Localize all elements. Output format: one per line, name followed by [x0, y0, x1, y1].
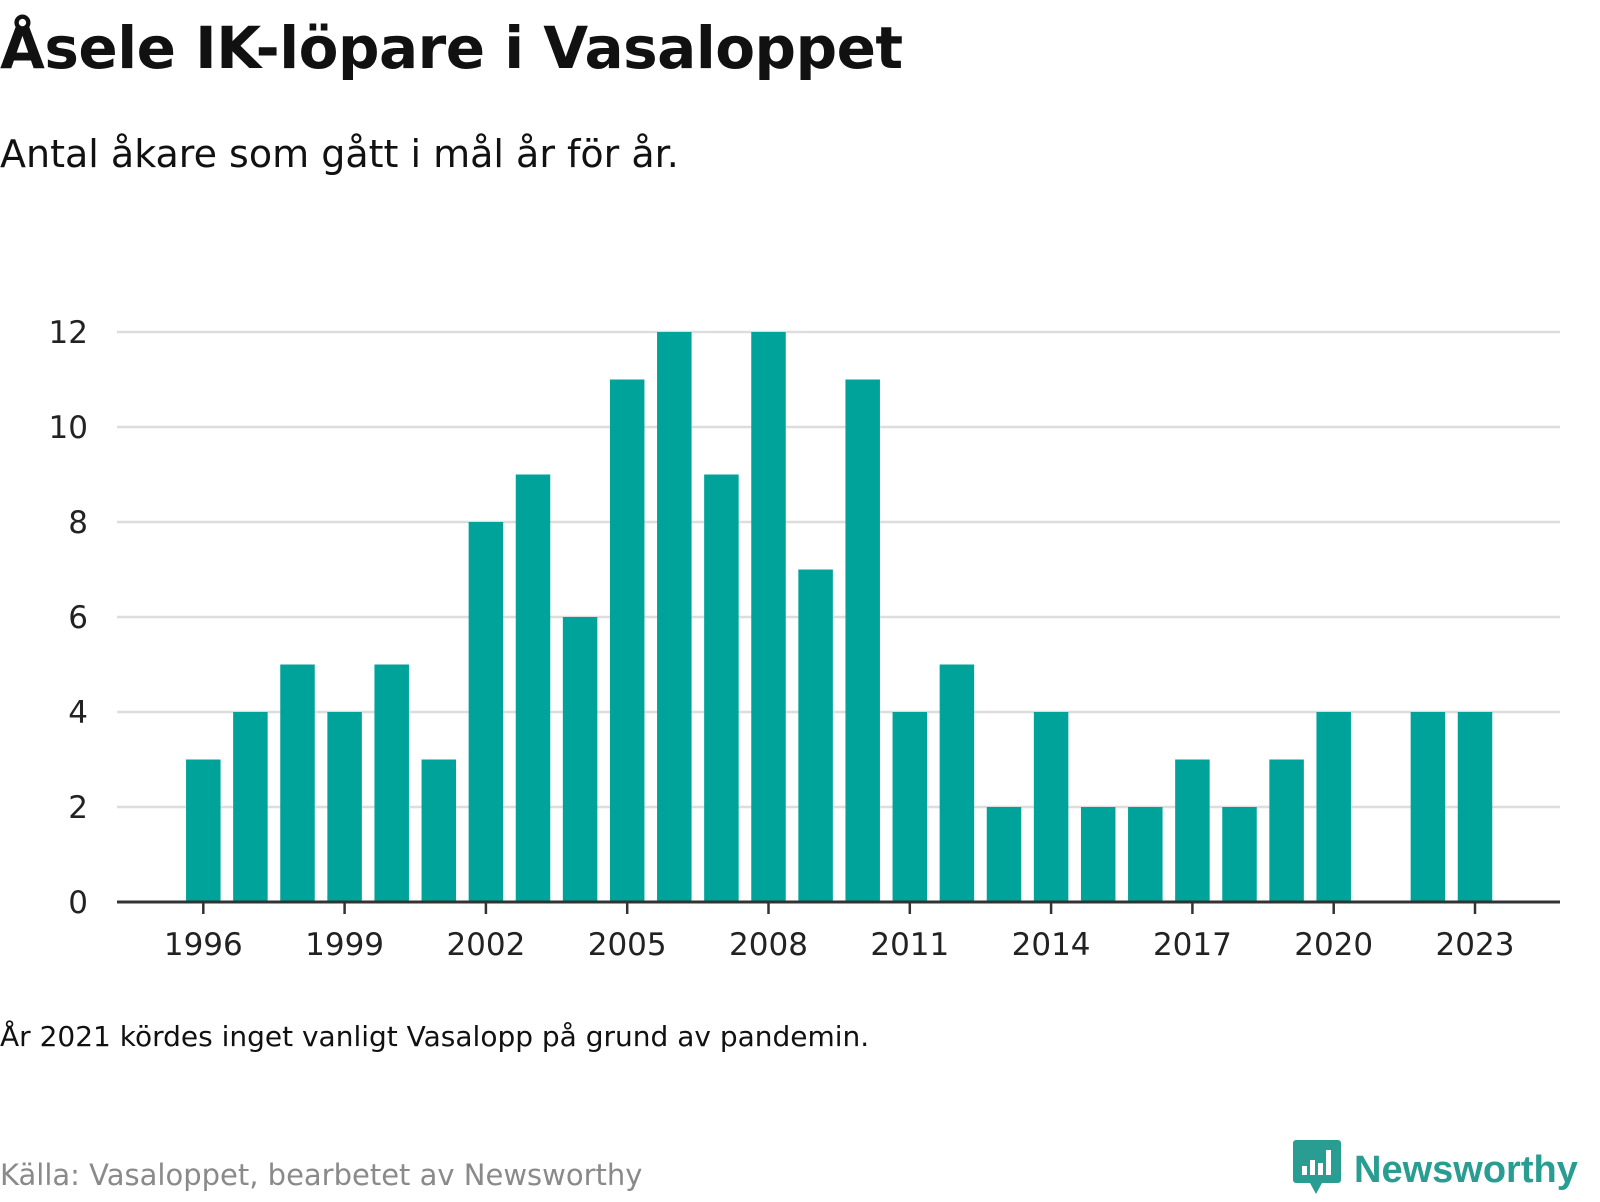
newsworthy-logo-icon — [1292, 1138, 1342, 1202]
bar-2000[interactable] — [374, 664, 409, 903]
bar-2010[interactable] — [845, 379, 880, 903]
brand-name: Newsworthy — [1354, 1148, 1578, 1191]
x-tick-label: 1999 — [305, 927, 384, 963]
bar-2014[interactable] — [1033, 712, 1069, 902]
bar-2005[interactable] — [609, 379, 645, 903]
axes — [117, 900, 1560, 914]
bar-2018[interactable] — [1222, 807, 1257, 902]
bar-chart: 0 2 4 6 8 10 12 1996 1999 2002 2005 2008 2011 2014 201… — [49, 315, 1560, 963]
bar-2002[interactable] — [468, 522, 504, 902]
y-tick-label: 4 — [68, 695, 88, 731]
bar-2022[interactable] — [1410, 712, 1446, 902]
bar-2017[interactable] — [1175, 759, 1210, 903]
bar-2015[interactable] — [1080, 807, 1116, 902]
y-tick-label: 0 — [68, 885, 88, 921]
bar-2007[interactable] — [704, 474, 739, 903]
x-tick-label: 2005 — [588, 927, 667, 963]
bar-2023[interactable] — [1457, 712, 1493, 902]
chart-title: Åsele IK-löpare i Vasaloppet — [0, 14, 903, 82]
bar-2001[interactable] — [421, 759, 457, 903]
footnote: År 2021 kördes inget vanligt Vasalopp på… — [0, 1020, 870, 1053]
brand-logo[interactable]: Newsworthy — [1292, 1140, 1578, 1200]
bar-1998[interactable] — [280, 664, 315, 903]
bar-2016[interactable] — [1128, 807, 1163, 902]
x-tick-label: 2023 — [1436, 927, 1515, 963]
x-tick-label: 2014 — [1012, 927, 1091, 963]
bar-1999[interactable] — [327, 712, 362, 902]
x-tick-label: 2020 — [1294, 927, 1373, 963]
bar-2006[interactable] — [657, 332, 692, 902]
bar-2009[interactable] — [798, 569, 833, 903]
x-tick-label: 2008 — [729, 927, 808, 963]
y-tick-label: 8 — [68, 505, 88, 541]
chart-subtitle: Antal åkare som gått i mål år för år. — [0, 132, 679, 176]
x-tick-label: 2017 — [1153, 927, 1232, 963]
bar-2012[interactable] — [939, 664, 975, 903]
bar-2019[interactable] — [1269, 759, 1304, 903]
x-tick-label: 2002 — [446, 927, 525, 963]
bar-2004[interactable] — [562, 617, 598, 902]
bar-2008[interactable] — [751, 332, 786, 902]
x-tick-label: 2011 — [870, 927, 949, 963]
tick-labels: 0 2 4 6 8 10 12 1996 1999 2002 2005 2008 2011 2014 201… — [49, 315, 1515, 963]
y-tick-label: 2 — [68, 790, 88, 826]
source-credit: Källa: Vasaloppet, bearbetet av Newswort… — [0, 1158, 643, 1192]
bar-2011[interactable] — [892, 712, 928, 902]
x-tick-label: 1996 — [164, 927, 243, 963]
bars — [186, 332, 1493, 903]
y-tick-label: 10 — [49, 410, 88, 446]
bar-1996[interactable] — [186, 759, 221, 903]
y-tick-label: 12 — [49, 315, 88, 351]
bar-2013[interactable] — [986, 807, 1022, 902]
y-tick-label: 6 — [68, 600, 88, 636]
bar-2020[interactable] — [1316, 712, 1351, 902]
bar-2003[interactable] — [515, 474, 551, 903]
bar-1997[interactable] — [233, 712, 268, 902]
